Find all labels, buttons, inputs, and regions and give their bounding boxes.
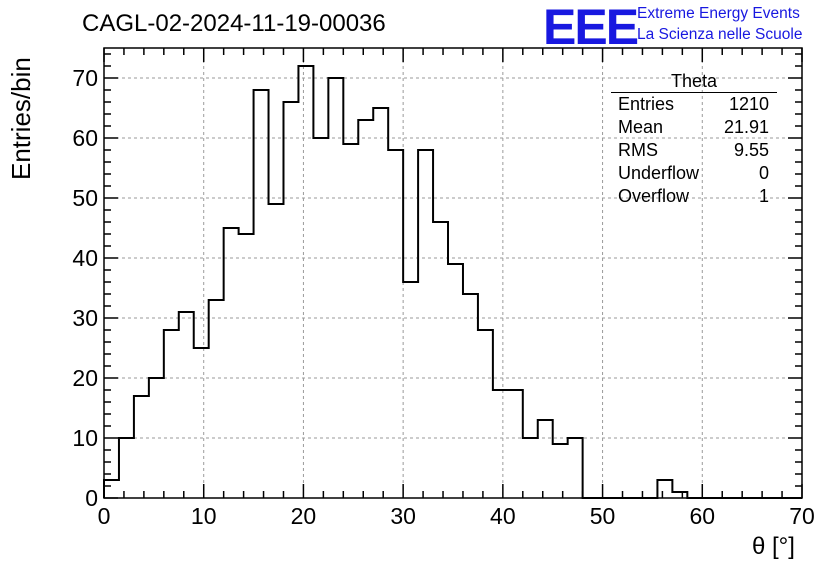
stats-label: RMS [618,140,658,160]
x-tick-label: 10 [191,503,217,529]
y-tick-label: 30 [72,305,98,331]
y-axis-label: Entries/bin [6,57,36,180]
stats-title: Theta [611,72,777,93]
stats-row-underflow: Underflow 0 [611,162,777,185]
stats-label: Entries [618,94,675,114]
logo-caption: Extreme Energy Events La Scienza nelle S… [637,3,802,45]
stats-label: Underflow [618,163,700,183]
stats-row-entries: Entries 1210 [611,93,777,116]
y-tick-label: 50 [72,185,98,211]
stats-label: Overflow [618,186,690,206]
x-tick-labels: 0 10 20 30 40 50 60 70 [98,503,815,529]
logo-line-1: Extreme Energy Events [637,5,800,22]
y-tick-label: 70 [72,65,98,91]
y-tick-labels: 0 10 20 30 40 50 60 70 [72,65,98,511]
x-tick-label: 20 [291,503,317,529]
y-tick-label: 60 [72,125,98,151]
stats-value: 9.55 [733,140,769,160]
grid-lines [104,48,802,498]
x-tick-label: 50 [590,503,616,529]
stats-row-overflow: Overflow 1 [611,185,777,208]
stats-value: 1210 [728,94,769,114]
x-axis-label: θ [°] [752,533,795,560]
plot-frame [103,47,803,499]
x-tick-label: 40 [490,503,516,529]
stats-value: 1 [758,186,769,206]
y-tick-label: 10 [72,425,98,451]
x-tick-label: 60 [689,503,715,529]
stats-row-rms: RMS 9.55 [611,139,777,162]
stats-label: Mean [618,117,664,137]
eee-logo: EEE [543,0,639,55]
stats-value: 0 [758,163,769,183]
axis-ticks [103,48,803,499]
y-tick-label: 20 [72,365,98,391]
y-tick-label: 40 [72,245,98,271]
stats-box: Theta Entries 1210 Mean 21.91 RMS 9.55 U… [611,72,777,208]
logo-line-2: La Scienza nelle Scuole [637,26,803,43]
x-tick-label: 30 [390,503,416,529]
x-tick-label: 70 [789,503,815,529]
x-tick-label: 0 [98,503,111,529]
y-tick-label: 0 [85,485,98,511]
stats-row-mean: Mean 21.91 [611,116,777,139]
chart-title: CAGL-02-2024-11-19-00036 [82,10,386,37]
stats-value: 21.91 [723,117,769,137]
